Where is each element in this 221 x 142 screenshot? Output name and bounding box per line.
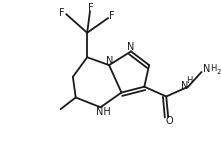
Text: F: F — [88, 3, 94, 13]
Text: H: H — [186, 76, 192, 85]
Text: N: N — [203, 64, 210, 74]
Text: N: N — [106, 56, 114, 66]
Text: NH: NH — [96, 107, 111, 117]
Text: O: O — [165, 116, 173, 126]
Text: F: F — [59, 8, 64, 18]
Text: 2: 2 — [217, 69, 221, 75]
Text: N: N — [127, 42, 135, 53]
Text: H: H — [210, 64, 216, 73]
Text: F: F — [109, 11, 115, 21]
Text: N: N — [181, 81, 188, 91]
